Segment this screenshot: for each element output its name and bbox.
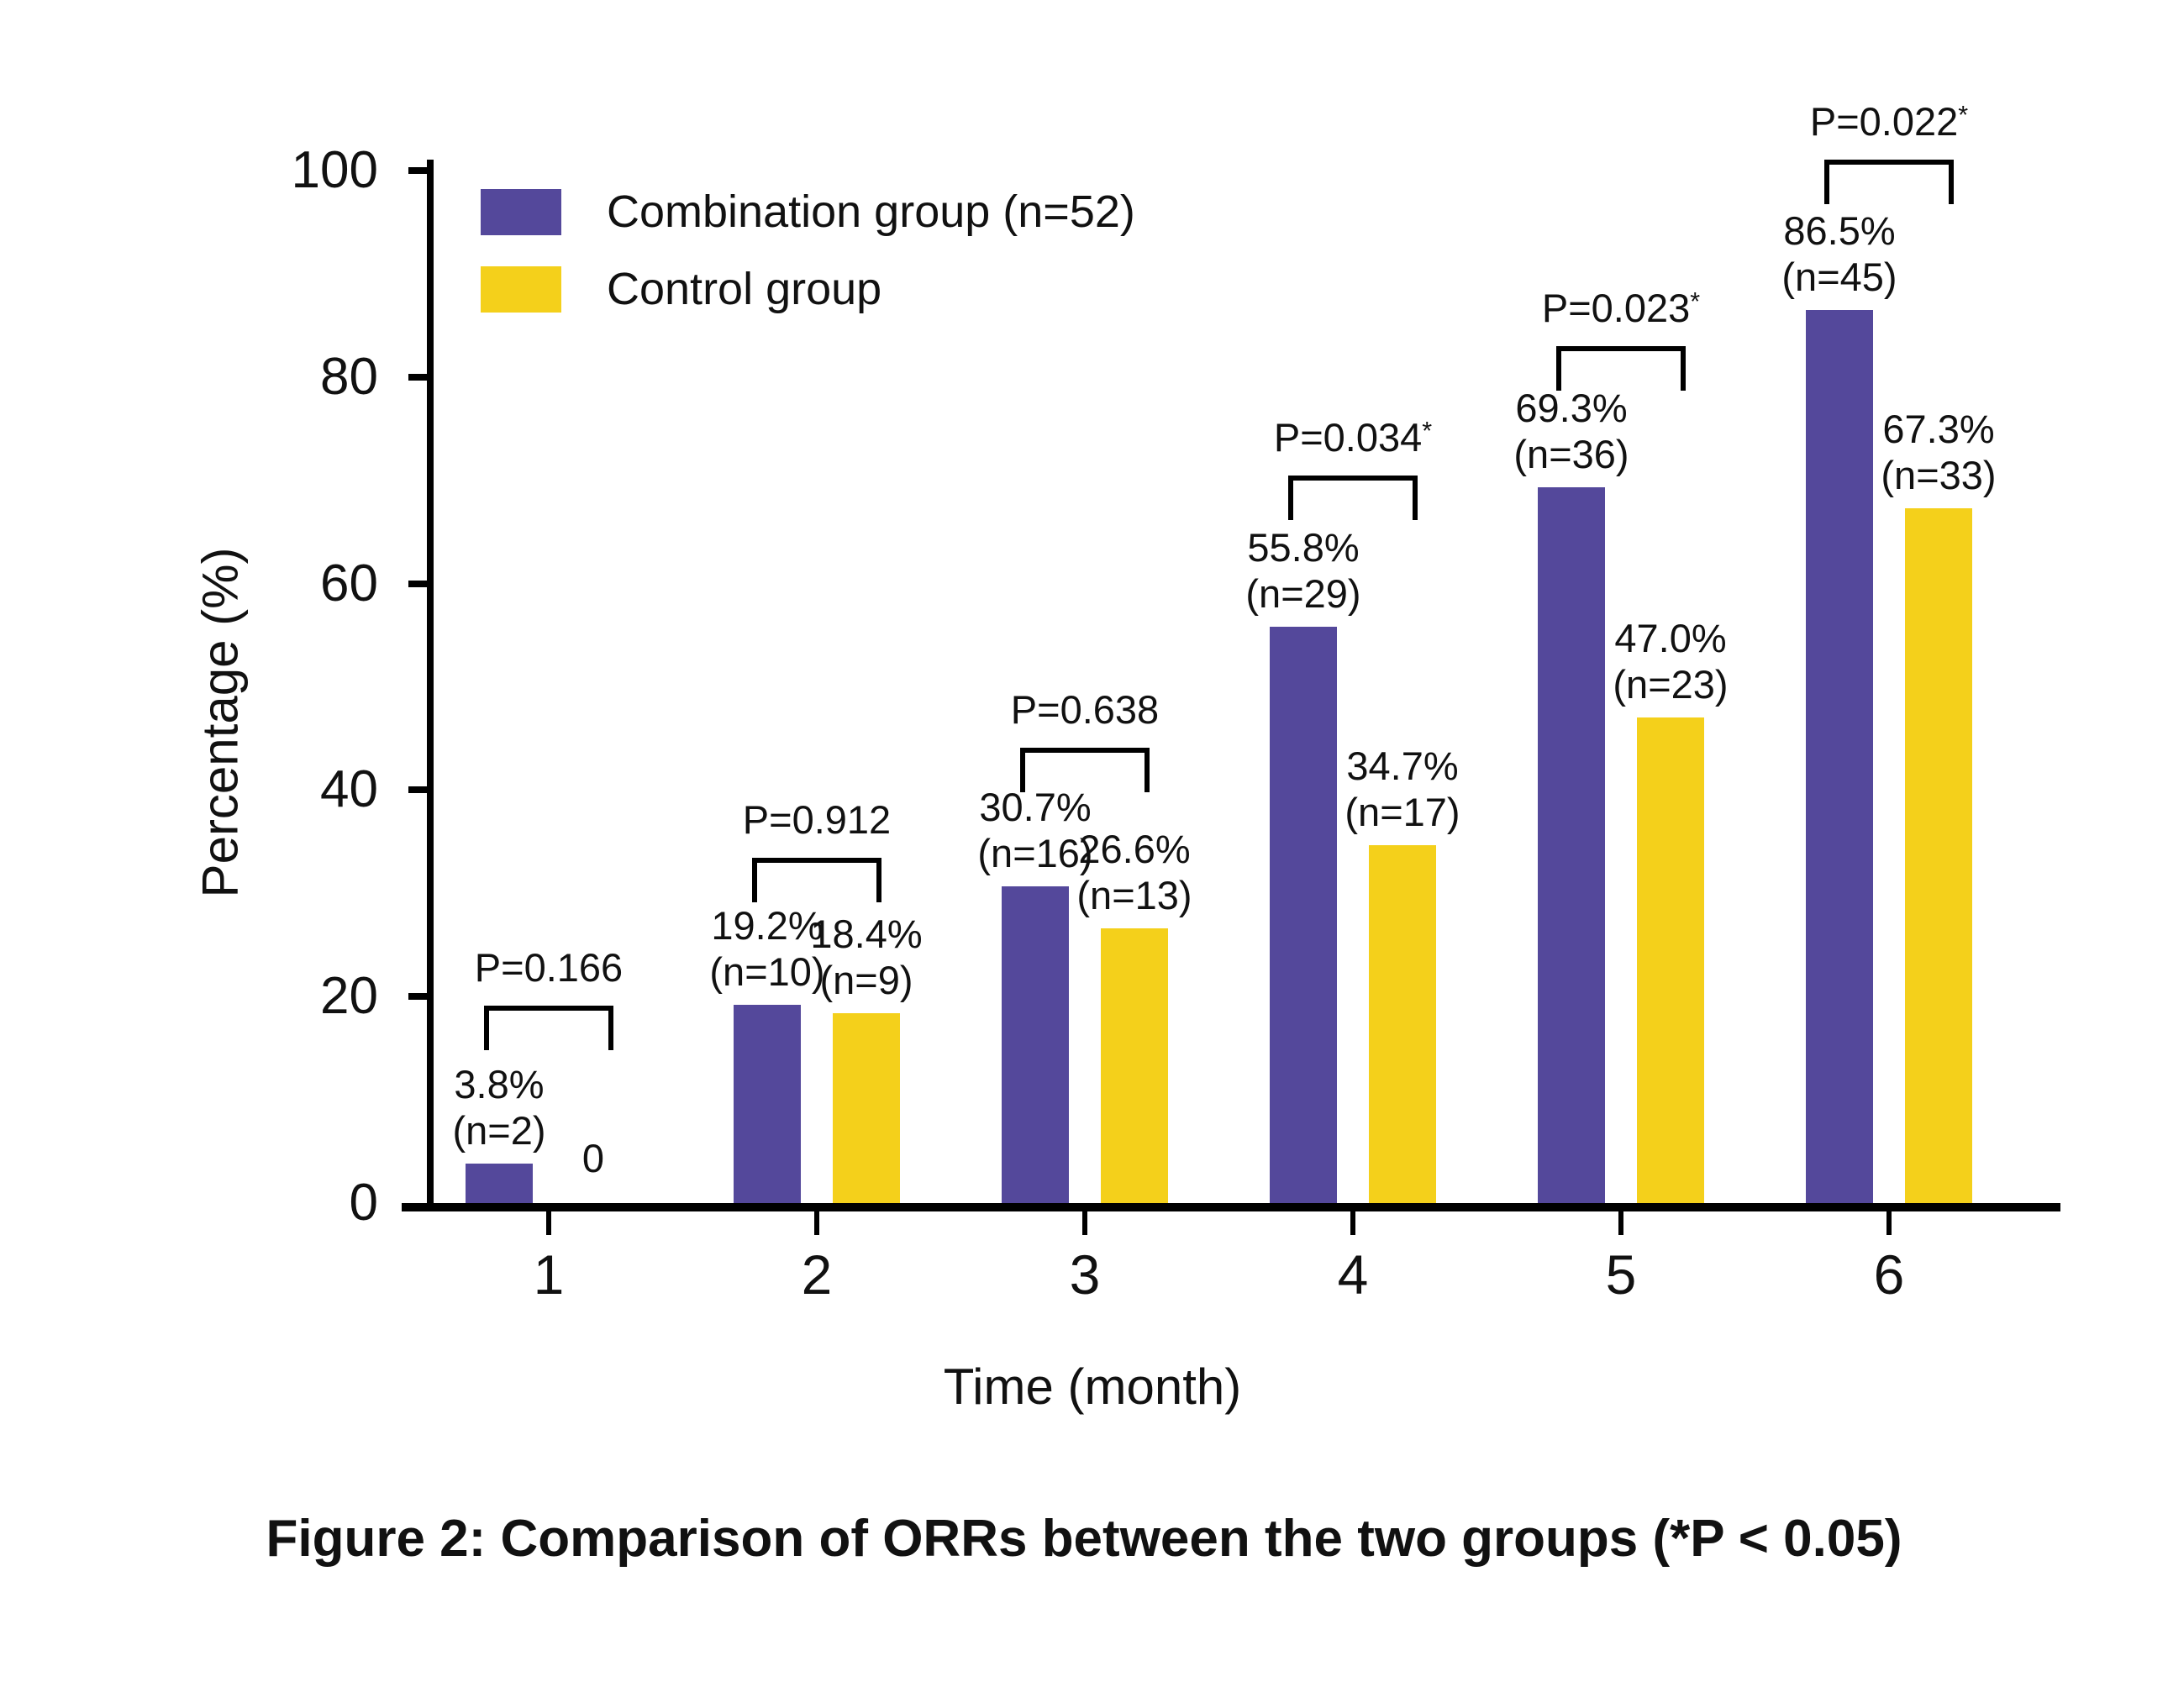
bar-value-label-combination-month-1: 3.8% (n=2) (452, 1062, 546, 1154)
bar-value-label-combination-month-2: 19.2% (n=10) (709, 903, 825, 995)
bar-combination-month-2 (734, 1005, 801, 1211)
y-axis-line (427, 160, 434, 1211)
p-value-bracket-month-5 (1556, 346, 1686, 391)
x-tick-label: 4 (1337, 1243, 1369, 1306)
bar-control-month-2 (833, 1012, 900, 1211)
bar-combination-month-5 (1538, 487, 1605, 1211)
y-tick (408, 373, 427, 381)
p-value-label-month-1: P=0.166 (474, 945, 624, 990)
bar-value-label-combination-month-6: 86.5% (n=45) (1781, 208, 1897, 299)
x-tick-label: 3 (1069, 1243, 1101, 1306)
bar-value-label-control-month-6: 67.3% (n=33) (1881, 406, 1997, 497)
x-tick (546, 1211, 551, 1235)
y-tick (408, 167, 427, 174)
significance-asterisk: * (1690, 287, 1701, 317)
bar-value-label-control-month-1: 0 (581, 1136, 605, 1180)
y-axis-title: Percentage (%) (192, 547, 249, 898)
x-tick (814, 1211, 819, 1235)
p-value-bracket-month-3 (1020, 748, 1150, 792)
bar-value-label-control-month-5: 47.0% (n=23) (1613, 616, 1729, 707)
p-value-label-month-4: P=0.034* (1273, 415, 1433, 460)
figure-caption: Figure 2: Comparison of ORRs between the… (266, 1510, 1902, 1568)
bar-control-month-6 (1905, 507, 1972, 1211)
x-tick (1618, 1211, 1623, 1235)
bar-value-label-combination-month-5: 69.3% (n=36) (1513, 386, 1629, 477)
bar-control-month-3 (1101, 928, 1168, 1211)
x-axis-title: Time (month) (943, 1359, 1242, 1415)
legend-swatch-combination (481, 189, 561, 235)
bar-value-label-combination-month-3: 30.7% (n=16) (977, 784, 1093, 875)
p-value-label-month-2: P=0.912 (742, 797, 892, 842)
p-value-label-month-3: P=0.638 (1010, 687, 1160, 732)
y-tick-label: 0 (349, 1174, 378, 1232)
p-value-bracket-month-2 (752, 858, 881, 902)
x-axis-line (402, 1203, 2060, 1211)
bar-value-label-control-month-4: 34.7% (n=17) (1344, 743, 1460, 834)
bar-value-label-control-month-3: 26.6% (n=13) (1076, 827, 1192, 918)
bar-combination-month-4 (1270, 627, 1337, 1211)
legend-label-combination: Combination group (n=52) (607, 187, 1135, 237)
p-value-bracket-month-6 (1824, 160, 1954, 204)
legend-item-control: Control group (481, 266, 881, 313)
bar-control-month-5 (1637, 717, 1704, 1211)
bar-value-label-control-month-2: 18.4% (n=9) (810, 911, 923, 1002)
p-value-label-month-6: P=0.022* (1809, 99, 1969, 144)
bar-combination-month-6 (1806, 309, 1873, 1211)
y-tick (408, 786, 427, 794)
x-tick (1350, 1211, 1355, 1235)
bar-value-label-combination-month-4: 55.8% (n=29) (1245, 525, 1361, 617)
p-value-bracket-month-4 (1288, 476, 1418, 520)
y-tick-label: 80 (320, 347, 378, 406)
y-tick (408, 580, 427, 587)
bar-control-month-4 (1369, 844, 1436, 1211)
x-tick-label: 1 (533, 1243, 565, 1306)
legend-swatch-control (481, 266, 561, 313)
significance-asterisk: * (1422, 417, 1433, 446)
x-tick (1886, 1211, 1892, 1235)
x-tick-label: 6 (1873, 1243, 1905, 1306)
y-tick-label: 100 (291, 141, 378, 199)
legend-item-combination: Combination group (n=52) (481, 189, 1135, 235)
x-tick-label: 2 (801, 1243, 833, 1306)
p-value-bracket-month-1 (484, 1006, 613, 1050)
y-tick (408, 993, 427, 1001)
bar-combination-month-3 (1002, 886, 1069, 1211)
y-tick-label: 60 (320, 554, 378, 612)
x-tick (1082, 1211, 1087, 1235)
significance-asterisk: * (1958, 101, 1969, 130)
y-tick-label: 20 (320, 967, 378, 1026)
x-tick-label: 5 (1605, 1243, 1637, 1306)
legend-label-control: Control group (607, 264, 882, 314)
p-value-label-month-5: P=0.023* (1541, 286, 1701, 330)
y-tick-label: 40 (320, 760, 378, 819)
